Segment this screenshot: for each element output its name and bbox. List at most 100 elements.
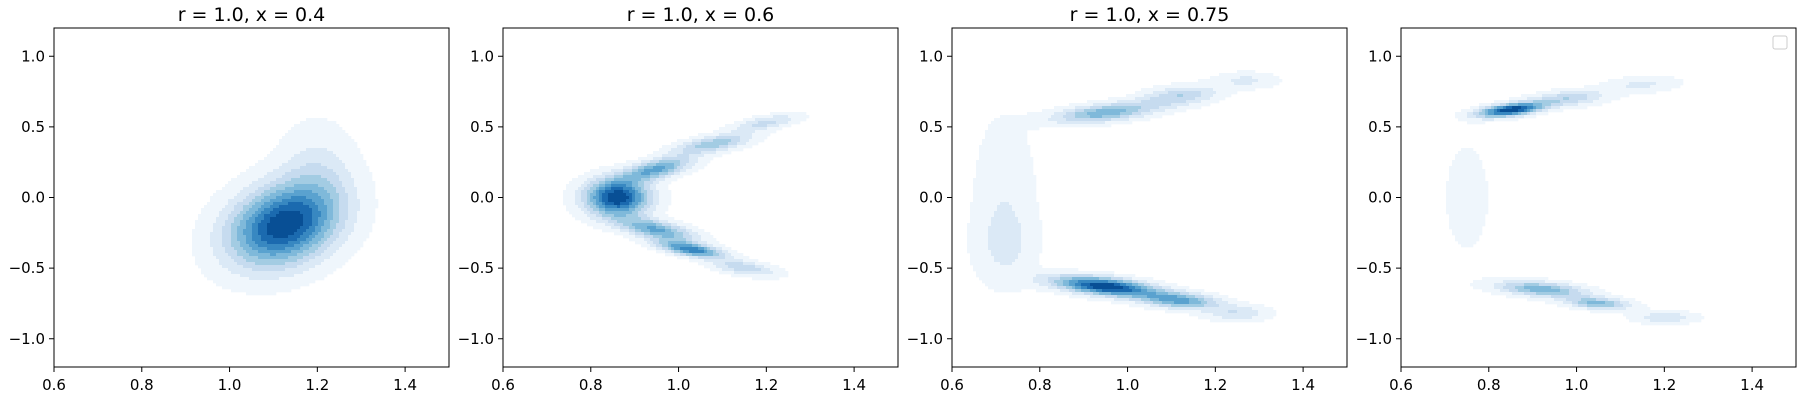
density-cell [638,238,642,242]
density-cell [348,145,352,149]
density-cell [288,181,292,185]
density-cell [303,190,307,194]
density-cell [279,157,283,161]
density-cell [276,289,280,293]
density-cell [1072,124,1076,128]
density-cell [327,148,331,152]
density-cell [354,148,358,152]
density-cell [321,235,325,239]
density-cell [261,169,265,173]
density-cell [605,193,609,197]
density-cell [282,238,286,242]
density-cell [342,202,346,206]
density-cell [237,223,241,227]
density-cell [282,172,286,176]
density-cell [1027,121,1031,125]
density-cell [695,139,699,143]
density-cell [1222,97,1226,101]
density-cell [261,271,265,275]
density-cell [264,247,268,251]
density-cell [306,250,310,254]
density-cell [1027,115,1031,119]
density-cell [677,226,681,230]
density-cell [644,184,648,188]
density-cell [348,184,352,188]
density-cell [997,142,1001,146]
density-cell [641,235,645,239]
density-cell [270,196,274,200]
density-cell [1117,106,1121,110]
density-cell [318,190,322,194]
density-cell [710,148,714,152]
density-cell [596,211,600,215]
density-cell [641,169,645,173]
density-cell [336,265,340,269]
density-cell [698,160,702,164]
density-cell [351,151,355,155]
density-cell [1168,103,1172,107]
density-cell [201,271,205,275]
density-cell [351,238,355,242]
density-cell [213,256,217,260]
density-cell [324,220,328,224]
density-cell [575,193,579,197]
density-cell [243,202,247,206]
density-cell [749,265,753,269]
density-cell [246,226,250,230]
density-cell [291,265,295,269]
density-cell [288,166,292,170]
density-cell [372,187,376,191]
density-cell [276,238,280,242]
density-cell [276,208,280,212]
density-cell [291,199,295,203]
density-cell [626,187,630,191]
density-cell [665,163,669,167]
density-cell [991,136,995,140]
density-cell [270,283,274,287]
density-cell [228,214,232,218]
density-cell [641,223,645,227]
density-cell [351,199,355,203]
density-cell [647,172,651,176]
density-cell [659,169,663,173]
density-cell [635,202,639,206]
density-cell [800,115,804,119]
density-cell [246,247,250,251]
density-cell [321,121,325,125]
density-cell [321,208,325,212]
density-cell [569,181,573,185]
density-cell [339,229,343,233]
density-cell [267,160,271,164]
density-cell [1147,109,1151,113]
density-cell [210,232,214,236]
density-cell [1252,85,1256,89]
density-cell [267,166,271,170]
density-cell [701,148,705,152]
density-cell [348,151,352,155]
density-cell [985,133,989,137]
density-cell [270,289,274,293]
density-cell [303,184,307,188]
density-cell [761,133,765,137]
density-cell [635,220,639,224]
density-cell [201,208,205,212]
density-cell [1093,100,1097,104]
density-cell [339,196,343,200]
density-cell [1093,121,1097,125]
density-cell [761,130,765,134]
density-cell [611,214,615,218]
density-cell [288,265,292,269]
density-cell [728,253,732,257]
density-cell [982,145,986,149]
density-cell [710,268,714,272]
density-cell [372,202,376,206]
density-cell [270,214,274,218]
density-cell [321,262,325,266]
density-cell [261,178,265,182]
density-cell [1048,115,1052,119]
density-cell [1081,106,1085,110]
density-cell [719,259,723,263]
density-cell [1144,94,1148,98]
density-cell [351,169,355,173]
density-cell [1039,124,1043,128]
